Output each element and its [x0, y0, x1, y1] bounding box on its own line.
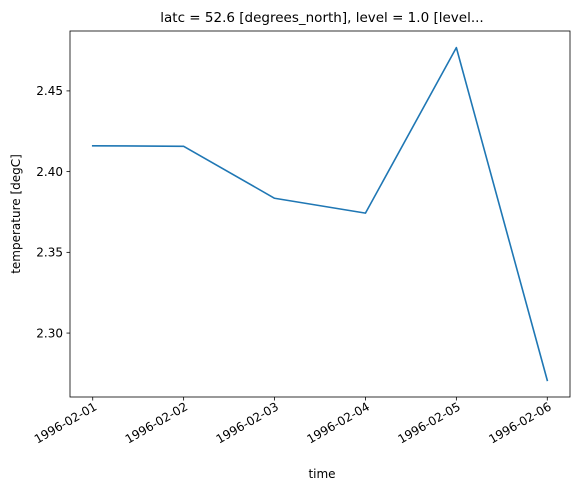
y-tick-label: 2.35: [36, 246, 63, 260]
plot-area: [69, 30, 571, 398]
x-axis: 1996-02-01 1996-02-02 1996-02-03 1996-02-04…: [32, 397, 554, 446]
x-tick-label: 1996-02-05: [395, 399, 462, 446]
plot-frame: [69, 30, 571, 398]
y-axis: 2.30 2.35 2.40 2.45: [36, 84, 70, 340]
x-axis-label: time: [308, 467, 335, 481]
y-tick-label: 2.30: [36, 326, 63, 340]
series-line: [91, 46, 549, 382]
x-tick-label: 1996-02-03: [214, 399, 281, 446]
y-tick-label: 2.40: [36, 165, 63, 179]
x-tick-label: 1996-02-04: [305, 399, 372, 446]
x-tick-label: 1996-02-02: [123, 399, 190, 446]
y-axis-label: temperature [degC]: [9, 154, 23, 274]
y-tick-label: 2.45: [36, 84, 63, 98]
x-tick-label: 1996-02-01: [32, 399, 99, 446]
x-tick-label: 1996-02-06: [486, 399, 553, 446]
chart-title: latc = 52.6 [degrees_north], level = 1.0…: [160, 10, 483, 26]
